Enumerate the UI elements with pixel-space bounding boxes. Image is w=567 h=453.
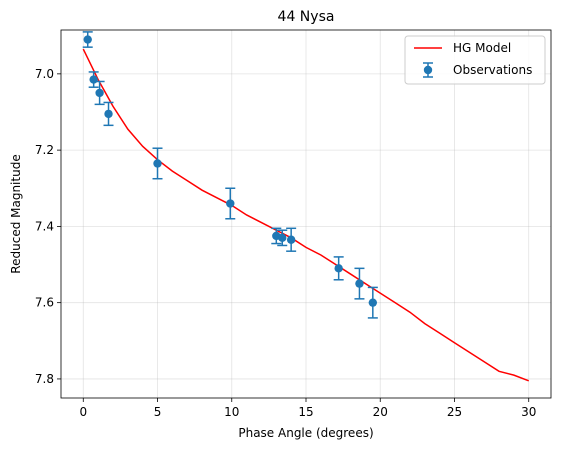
legend-model-label: HG Model: [453, 41, 511, 55]
axis-ticks: 0 5 10 15 20 25 30 7.0 7.2 7.4 7.6 7.8: [35, 67, 536, 419]
observation-point: [277, 229, 288, 247]
legend-observations-swatch: [423, 62, 433, 78]
observation-point: [271, 227, 282, 245]
y-tick-label: 7.2: [35, 143, 54, 157]
y-tick-label: 7.4: [35, 219, 54, 233]
observation-marker: [278, 233, 287, 243]
y-tick-label: 7.0: [35, 67, 54, 81]
chart-title: 44 Nysa: [278, 9, 335, 25]
plot-series: [82, 31, 529, 382]
observation-marker: [286, 235, 296, 244]
x-tick-label: 5: [154, 405, 162, 419]
x-tick-label: 20: [373, 405, 388, 419]
legend-marker: [423, 65, 433, 75]
observation-point: [333, 256, 344, 281]
x-tick-label: 30: [521, 405, 536, 419]
observation-point: [82, 31, 93, 48]
observation-point: [286, 227, 297, 252]
observation-point: [367, 286, 378, 319]
observation-point: [94, 80, 105, 106]
grid: [61, 30, 551, 398]
observation-marker: [355, 279, 364, 288]
x-tick-label: 25: [447, 405, 462, 419]
observation-marker: [153, 159, 162, 168]
x-tick-label: 0: [79, 405, 87, 419]
observation-point: [354, 267, 365, 300]
observation-point: [225, 187, 236, 220]
observation-marker: [226, 199, 235, 208]
x-tick-label: 15: [298, 405, 313, 419]
observation-point: [152, 147, 163, 180]
y-tick-label: 7.8: [35, 372, 54, 386]
y-axis-label: Reduced Magnitude: [9, 154, 23, 273]
observation-marker: [368, 298, 378, 307]
x-tick-label: 10: [224, 405, 239, 419]
legend: HG Model Observations: [404, 35, 546, 85]
observation-marker: [95, 88, 104, 98]
observation-point: [103, 101, 114, 127]
observation-marker: [83, 35, 92, 44]
observation-marker: [89, 75, 98, 84]
x-axis-label: Phase Angle (degrees): [238, 426, 373, 440]
observation-marker: [334, 264, 343, 273]
legend-observations-label: Observations: [453, 63, 532, 77]
y-tick-label: 7.6: [35, 296, 54, 310]
observation-marker: [104, 109, 113, 119]
